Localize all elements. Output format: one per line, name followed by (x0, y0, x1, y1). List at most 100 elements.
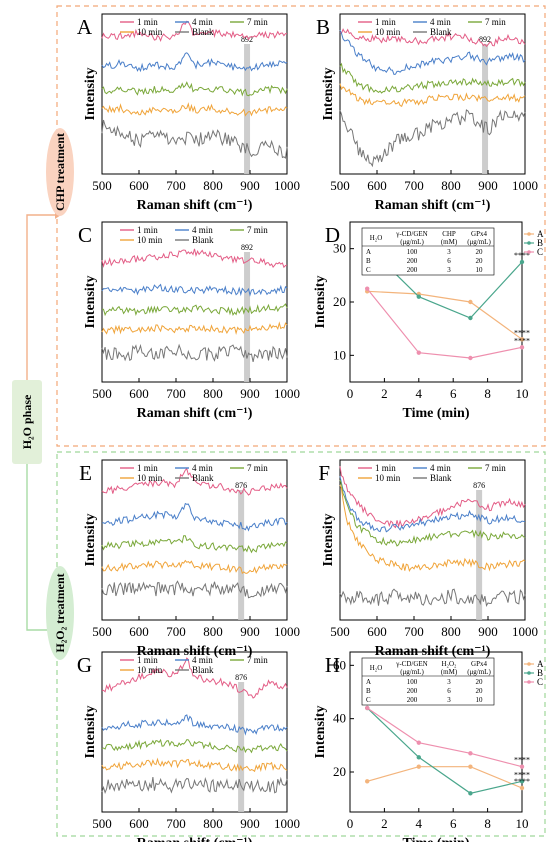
series-line-1-min (101, 248, 288, 269)
legend: 1 min 4 min 7 min 10 min Blank (358, 463, 506, 483)
x-tick-label: 600 (129, 178, 149, 193)
legend-label-4-min: 4 min (192, 225, 213, 235)
x-tick-label: 8 (484, 816, 491, 831)
significance-mark: **** (514, 756, 530, 765)
h2o2-connector (26, 462, 55, 631)
legend-label-7-min: 7 min (247, 655, 268, 665)
table-header-cell: H₂O₂ (442, 660, 458, 668)
data-point-b (416, 294, 421, 299)
x-tick-label: 6 (450, 816, 457, 831)
y-tick-label: 10 (333, 347, 346, 362)
table-cell: 3 (447, 266, 451, 274)
series-line-7-min (339, 62, 526, 94)
panel-letter: E (79, 461, 92, 485)
legend-label-7-min: 7 min (247, 225, 268, 235)
data-point-a (519, 337, 525, 342)
data-point-c (519, 345, 525, 350)
chp-treatment-label: CHP treatment (53, 133, 67, 211)
legend: 1 min 4 min 7 min 10 min Blank (120, 17, 268, 37)
legend-label-blank: Blank (430, 27, 452, 37)
data-point-a (468, 764, 473, 769)
table-header-unit: (μg/mL) (467, 668, 491, 676)
highlight-label: 892 (241, 243, 253, 252)
legend: 1 min 4 min 7 min 10 min Blank (120, 463, 268, 483)
x-tick-label: 600 (129, 386, 149, 401)
series-line-c (366, 288, 523, 359)
x-tick-label: 0 (347, 816, 354, 831)
x-tick-label: 800 (441, 178, 461, 193)
data-point-c (519, 764, 525, 769)
data-point-b (468, 791, 473, 796)
panel-letter: C (78, 223, 92, 247)
legend-label-c: C (537, 247, 543, 257)
panel-letter: G (77, 653, 92, 677)
x-tick-label: 900 (240, 816, 260, 831)
significance-mark: **** (514, 251, 530, 260)
table-cell: C (366, 266, 371, 274)
table-cell: B (366, 687, 371, 695)
table-header-unit: (μg/mL) (400, 238, 424, 246)
table-cell: 20 (476, 687, 484, 695)
legend-label-7-min: 7 min (485, 17, 506, 27)
panel-c: C 892 500 600 700 800 900 1000 Raman shift (cm⁻¹… (78, 221, 300, 421)
legend-label-10-min: 10 min (137, 665, 163, 675)
legend-label-b: B (537, 238, 543, 248)
y-axis-label: Intensity (321, 514, 336, 567)
x-tick-label: 500 (330, 624, 350, 639)
legend-label-10-min: 10 min (137, 473, 163, 483)
x-tick-label: 4 (416, 386, 423, 401)
legend-label-blank: Blank (192, 235, 214, 245)
x-tick-label: 600 (129, 816, 149, 831)
series-line-blank (339, 109, 526, 168)
panel-letter: D (325, 223, 340, 247)
series-line-10-min (101, 757, 288, 773)
x-tick-label: 1000 (274, 386, 300, 401)
legend-label-7-min: 7 min (247, 463, 268, 473)
x-axis-label: Time (min) (402, 836, 469, 842)
table-frame (361, 227, 495, 276)
x-tick-label: 700 (404, 624, 424, 639)
y-axis-label: Intensity (83, 276, 98, 329)
series-line-10-min (339, 484, 526, 573)
inset-table: H₂O γ-CD/GEN(μg/mL)CHP(mM)GPx4(μg/mL)A 100… (361, 227, 495, 276)
x-tick-label: 800 (203, 386, 223, 401)
x-tick-label: 900 (478, 624, 498, 639)
legend-label-1-min: 1 min (137, 655, 158, 665)
series-line-blank (101, 776, 288, 794)
legend-marker-b (527, 671, 531, 675)
significance-mark: **** (514, 777, 530, 786)
table-cell: B (366, 257, 371, 265)
panel-letter: A (77, 15, 93, 39)
series-line-c (366, 707, 523, 768)
x-tick-label: 500 (92, 178, 112, 193)
highlight-band (482, 44, 489, 174)
significance-mark: **** (514, 336, 530, 345)
table-header-cell: GPx4 (471, 230, 487, 238)
series-line-7-min (101, 535, 288, 554)
data-point-b (519, 259, 525, 265)
legend-label-1-min: 1 min (137, 17, 158, 27)
table-header-cell: GPx4 (471, 660, 487, 668)
legend-label-10-min: 10 min (137, 235, 163, 245)
legend-label-4-min: 4 min (192, 17, 213, 27)
table-cell: 10 (476, 266, 484, 274)
h2o-phase-box (12, 380, 42, 464)
series-line-4-min (101, 714, 288, 736)
table-cell: 200 (407, 696, 418, 704)
series-line-10-min (339, 83, 526, 107)
x-tick-label: 1000 (512, 178, 538, 193)
legend-label-blank: Blank (192, 27, 214, 37)
highlight-label: 892 (479, 35, 491, 44)
series-line-7-min (101, 738, 288, 754)
x-axis-label: Raman shift (cm⁻¹) (137, 198, 253, 213)
plot-frame (101, 651, 288, 813)
table-header-unit: (μg/mL) (467, 238, 491, 246)
series-line-1-min (339, 466, 526, 529)
x-tick-label: 700 (404, 178, 424, 193)
data-point-b (519, 779, 525, 784)
legend-marker-c (527, 250, 531, 254)
table-header-cell: γ-CD/GEN (395, 660, 427, 668)
x-tick-label: 6 (450, 386, 457, 401)
